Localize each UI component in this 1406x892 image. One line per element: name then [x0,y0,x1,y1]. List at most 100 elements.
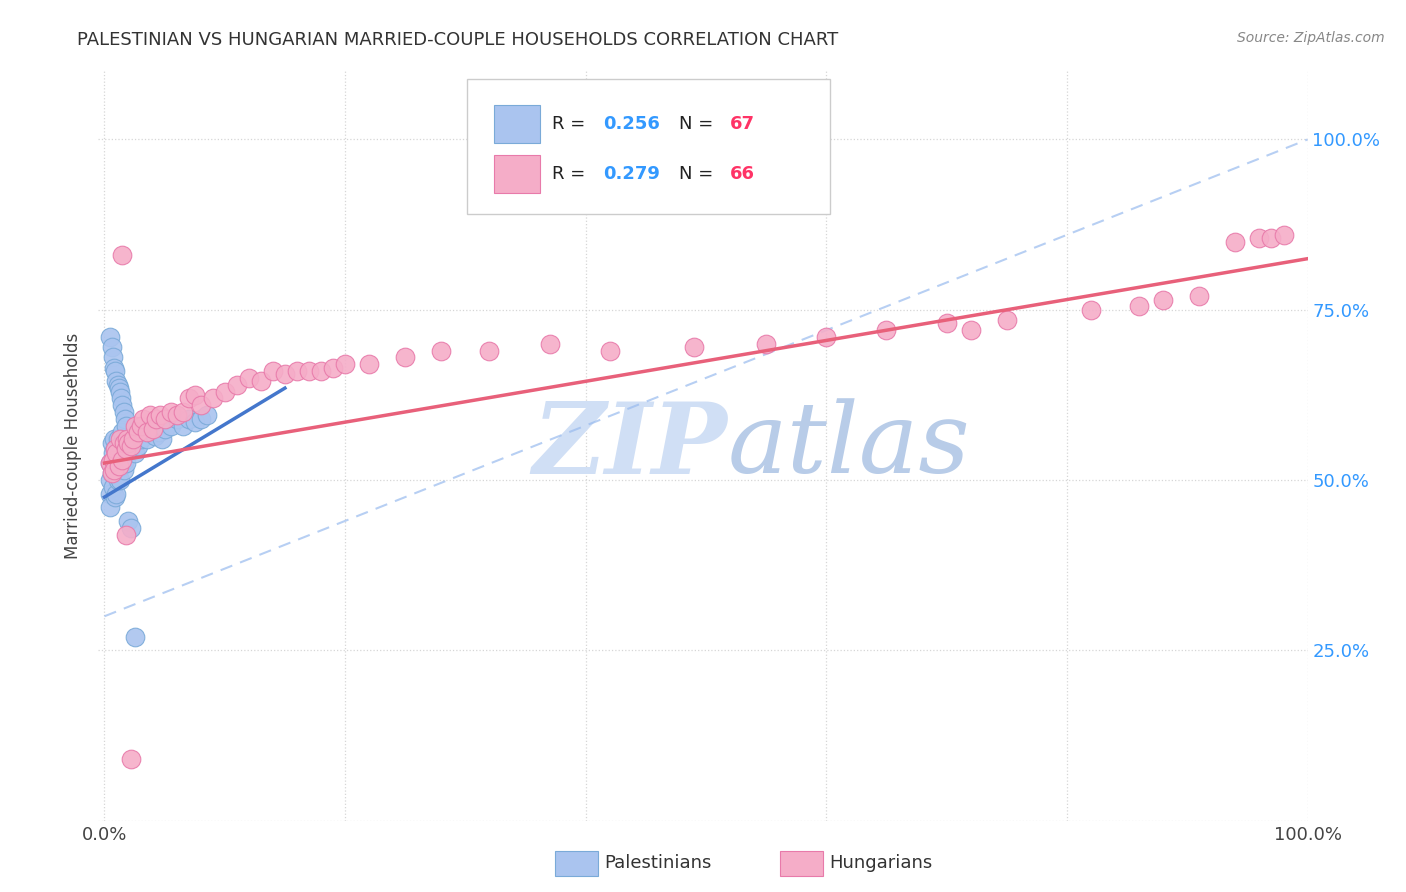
Text: N =: N = [679,165,718,183]
Point [166,409,188,423]
Point [1272,227,1295,242]
Point [104,442,127,457]
Point [108,446,131,460]
Point [538,336,561,351]
Point [755,336,778,351]
Point [1128,299,1150,313]
Point [105,467,128,481]
Point [172,418,194,433]
Point [124,418,146,433]
Point [1225,235,1247,249]
Point [1260,231,1282,245]
Point [1080,302,1102,317]
Point [118,432,141,446]
Point [108,381,131,395]
Point [104,442,127,457]
Point [111,398,134,412]
Point [124,446,146,460]
Point [117,435,139,450]
Point [100,467,122,481]
Point [127,439,149,453]
Point [478,343,501,358]
Point [105,374,128,388]
Point [103,360,125,375]
Point [172,405,194,419]
Point [333,357,356,371]
Point [100,456,122,470]
Point [104,364,127,378]
Point [103,432,125,446]
Point [105,486,128,500]
Point [104,490,127,504]
Point [108,439,131,453]
Text: Source: ZipAtlas.com: Source: ZipAtlas.com [1237,31,1385,45]
Point [145,411,167,425]
Point [115,527,138,541]
Point [875,323,897,337]
Point [142,422,165,436]
Point [394,351,416,365]
Point [959,323,981,337]
Point [101,351,124,365]
Point [132,425,155,440]
Point [112,405,135,419]
Point [107,377,129,392]
Point [148,425,170,440]
Point [108,459,131,474]
Point [166,411,188,425]
Point [153,411,176,425]
Point [112,463,135,477]
Point [114,411,136,425]
Point [108,459,131,474]
Point [177,411,200,425]
Point [115,418,138,433]
Point [100,467,122,481]
FancyBboxPatch shape [494,155,540,193]
Text: 67: 67 [730,115,755,133]
Point [100,330,122,344]
Point [195,409,218,423]
Text: R =: R = [551,165,591,183]
Point [129,432,152,446]
Point [122,432,145,446]
Point [117,432,139,446]
Point [430,343,453,358]
Point [100,486,122,500]
Point [117,514,139,528]
Point [115,442,138,457]
Point [274,368,297,382]
Point [100,456,122,470]
Point [100,340,122,354]
Point [683,340,706,354]
Point [995,313,1018,327]
Point [110,459,132,474]
Text: atlas: atlas [727,399,970,493]
Point [150,432,173,446]
Point [309,364,332,378]
Point [110,392,132,406]
Point [135,425,157,440]
Point [190,398,212,412]
Point [120,752,142,766]
Point [359,357,381,371]
Point [159,418,181,433]
Point [815,330,838,344]
Point [159,405,181,419]
Point [103,459,125,474]
Point [100,435,122,450]
Text: 0.279: 0.279 [603,165,659,183]
Point [107,432,129,446]
Point [250,374,273,388]
Text: 0.256: 0.256 [603,115,659,133]
Point [111,442,134,457]
Point [108,473,131,487]
Point [599,343,621,358]
Point [101,452,124,467]
Point [139,409,162,423]
Point [177,392,200,406]
Point [100,500,122,515]
Point [1152,293,1174,307]
Text: Palestinians: Palestinians [605,855,711,872]
Point [103,463,125,477]
Point [143,429,166,443]
